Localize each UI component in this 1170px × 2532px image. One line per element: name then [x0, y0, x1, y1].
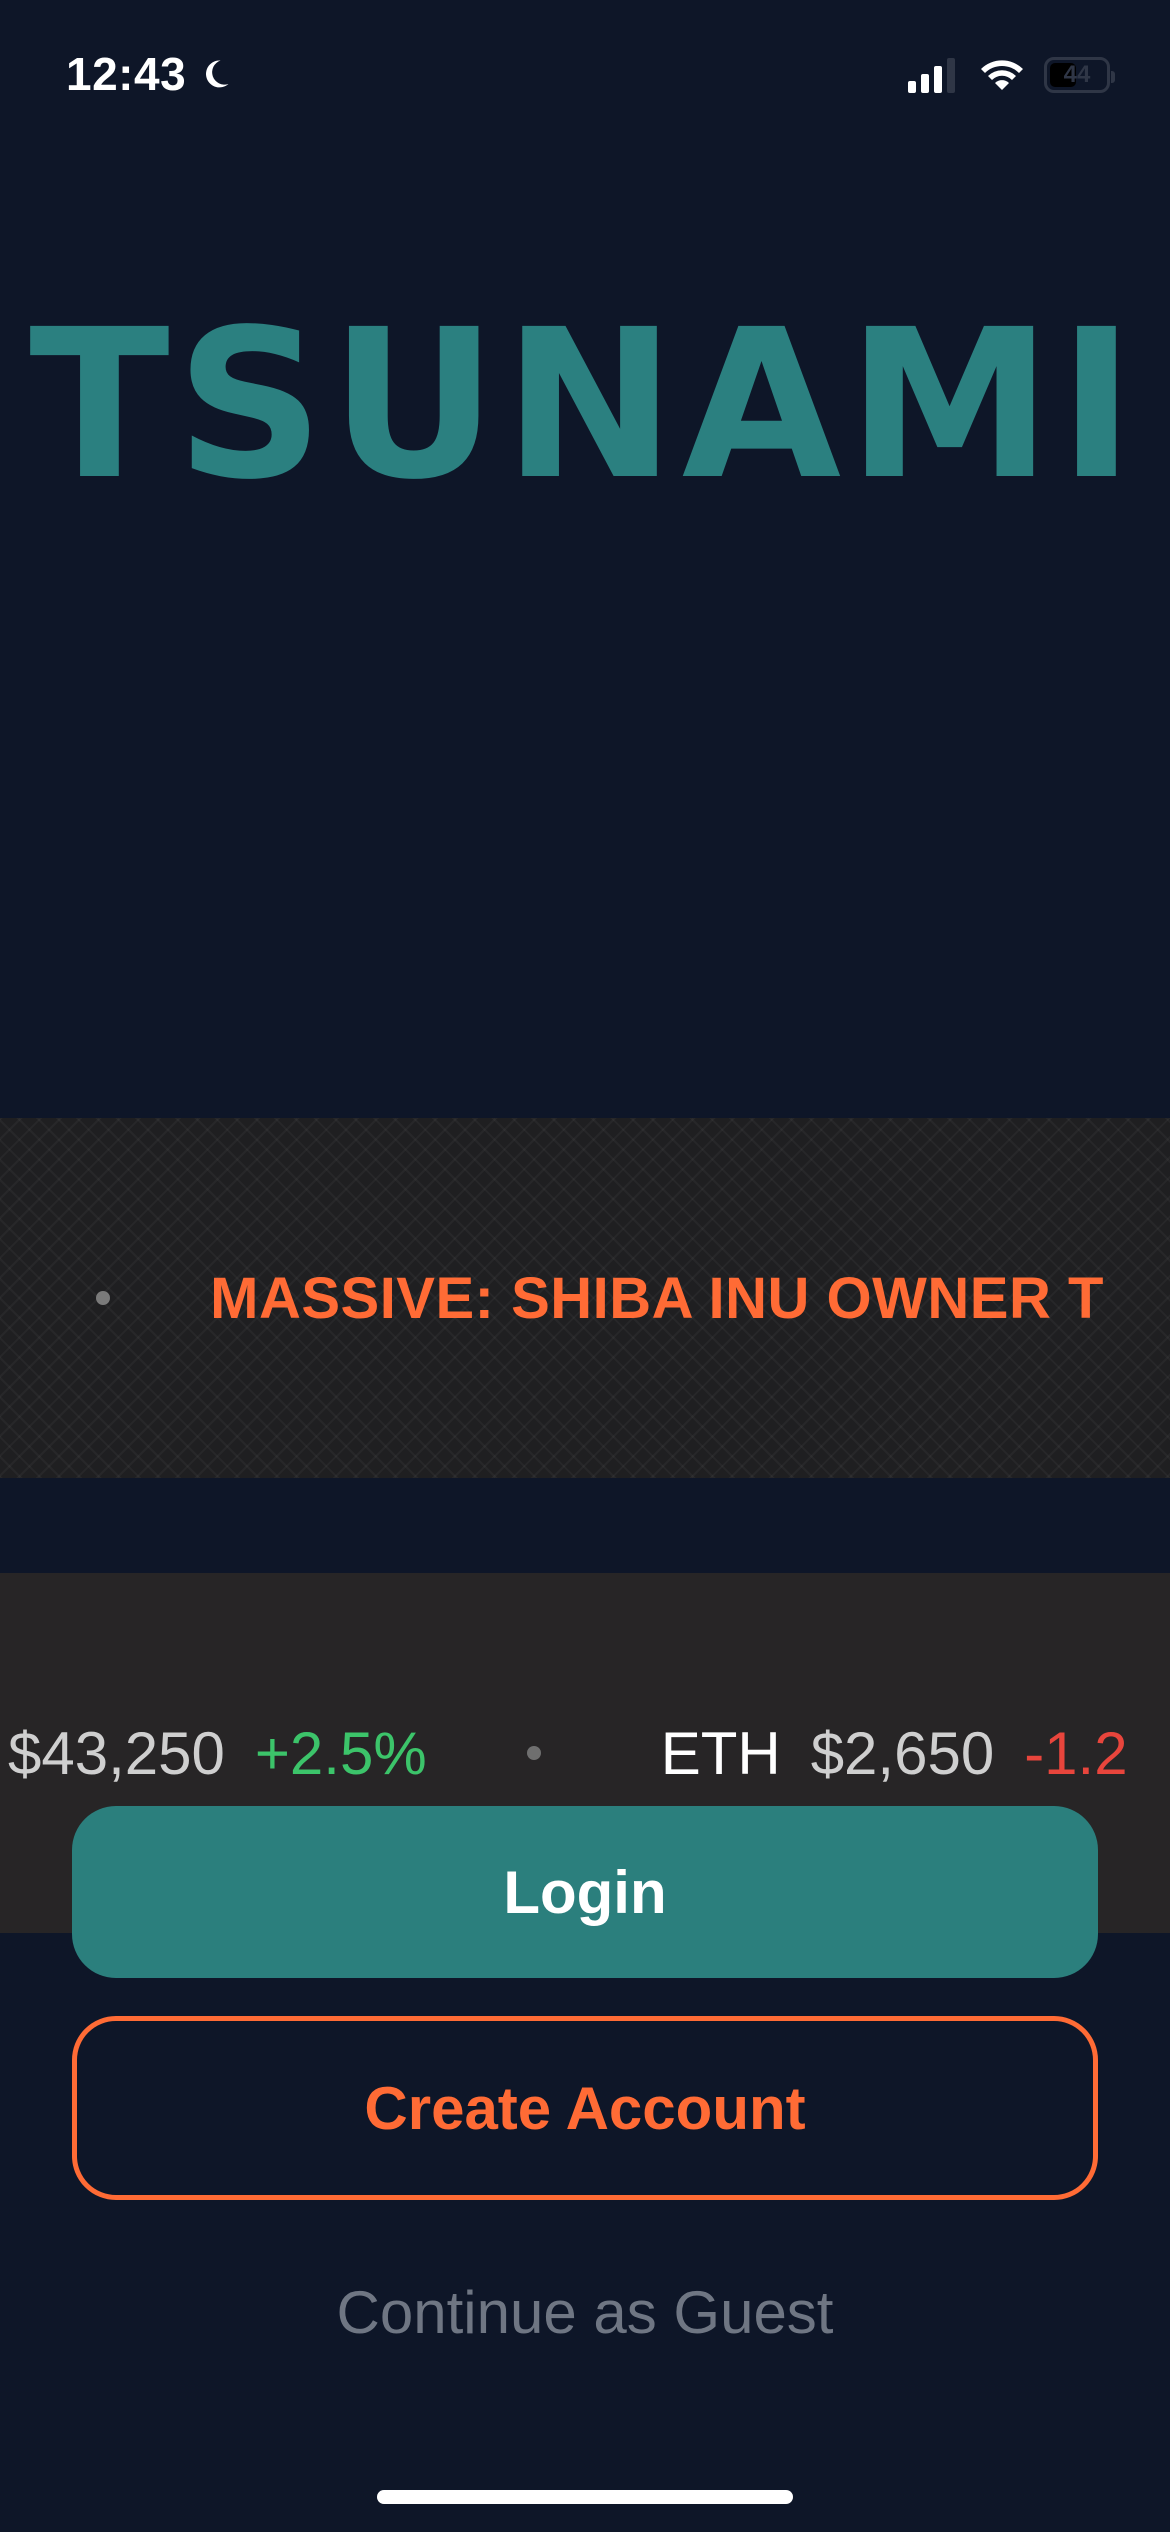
create-account-button[interactable]: Create Account — [72, 2016, 1098, 2200]
price-separator-dot — [526, 1746, 541, 1760]
app-logo: TSUNAMI — [29, 285, 1141, 525]
battery-cap — [1111, 71, 1115, 83]
price-change: -1.2 — [1024, 1719, 1128, 1787]
price-value: $2,650 — [810, 1719, 995, 1787]
news-headline[interactable]: MASSIVE: SHIBA INU OWNER T — [210, 1265, 1104, 1331]
status-icons: 44 — [908, 48, 1115, 102]
price-value: $43,250 — [8, 1719, 225, 1787]
price-symbol: ETH — [660, 1719, 781, 1787]
price-ticker-track: $43,250 +2.5% ETH $2,650 -1.2 — [8, 1703, 1128, 1803]
news-ticker[interactable]: . MASSIVE: SHIBA INU OWNER T — [0, 1118, 1170, 1478]
status-time-text: 12:43 — [66, 48, 187, 100]
news-ticker-track: . MASSIVE: SHIBA INU OWNER T — [0, 1118, 1104, 1478]
home-indicator[interactable] — [377, 2490, 793, 2504]
price-change: +2.5% — [254, 1719, 427, 1787]
battery-level: 44 — [1063, 61, 1091, 88]
news-separator-dot — [96, 1291, 111, 1305]
cellular-signal-icon — [908, 58, 955, 93]
battery-icon: 44 — [1044, 57, 1115, 93]
moon-icon — [206, 60, 229, 88]
continue-as-guest-link[interactable]: Continue as Guest — [336, 2278, 834, 2346]
status-time: 12:43 — [66, 44, 234, 104]
battery-fill — [1050, 63, 1077, 87]
wifi-icon — [981, 60, 1023, 90]
login-button[interactable]: Login — [72, 1806, 1098, 1978]
